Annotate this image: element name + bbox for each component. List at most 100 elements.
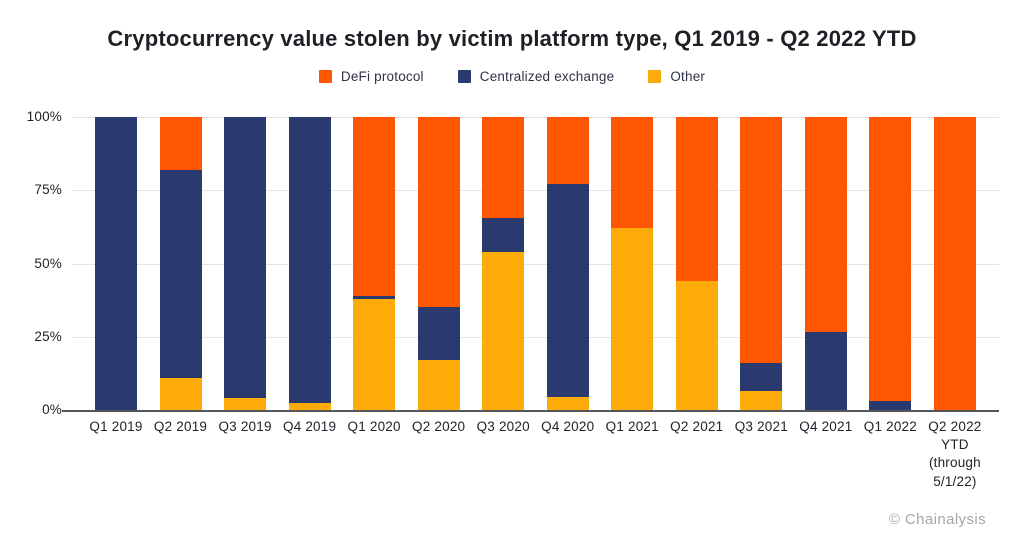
bar-q4-2021 bbox=[804, 117, 847, 410]
x-slot: Q2 2020 bbox=[412, 418, 465, 434]
bar-segment-defi-protocol bbox=[546, 117, 589, 185]
bar-segment-centralized-exchange bbox=[546, 184, 589, 397]
gridline-50 bbox=[72, 263, 999, 265]
gridline-25 bbox=[72, 336, 999, 338]
gridline-100 bbox=[72, 117, 999, 118]
x-slot: Q1 2021 bbox=[606, 418, 659, 434]
x-slot: Q4 2021 bbox=[799, 418, 852, 434]
x-tick-label: Q2 2022 YTD (through 5/1/22) bbox=[928, 419, 982, 489]
x-slot: Q2 2019 bbox=[154, 418, 207, 434]
legend-label: Other bbox=[670, 69, 706, 84]
x-axis-baseline bbox=[62, 410, 999, 412]
bar-segment-defi-protocol bbox=[482, 117, 525, 219]
bar-segment-other bbox=[288, 402, 331, 410]
legend-item-defi-protocol: DeFi protocol bbox=[318, 69, 424, 84]
x-tick-label: Q2 2020 bbox=[412, 419, 466, 434]
bar-segment-centralized-exchange bbox=[288, 117, 331, 403]
bar-segment-centralized-exchange bbox=[95, 117, 137, 410]
bar-segment-centralized-exchange bbox=[740, 363, 783, 391]
bars-row bbox=[72, 117, 999, 410]
x-tick-label: Q1 2020 bbox=[347, 419, 401, 434]
x-tick-label: Q4 2020 bbox=[541, 419, 595, 434]
legend-swatch-icon bbox=[648, 70, 662, 83]
bar-q2-2020 bbox=[417, 117, 460, 410]
y-axis: 100% 75% 50% 25% 0% bbox=[0, 109, 62, 417]
bar-segment-other bbox=[224, 398, 267, 410]
attribution-text: © Chainalysis bbox=[888, 511, 986, 528]
x-slot: Q1 2020 bbox=[348, 418, 401, 434]
legend-swatch-icon bbox=[318, 70, 332, 83]
bar-q4-2019 bbox=[288, 117, 331, 410]
legend-item-centralized-exchange: Centralized exchange bbox=[457, 69, 615, 84]
bar-segment-other bbox=[546, 396, 589, 410]
chart-title: Cryptocurrency value stolen by victim pl… bbox=[107, 26, 917, 51]
y-tick-label-100: 100% bbox=[26, 109, 62, 124]
legend-swatch-icon bbox=[457, 70, 471, 83]
y-tick-label-0: 0% bbox=[42, 402, 62, 417]
bar-q2-2021 bbox=[675, 117, 718, 410]
x-slot: Q3 2021 bbox=[735, 418, 788, 434]
bar-q2-2022-ytd-through-5-1-22 bbox=[933, 117, 976, 410]
x-slot: Q4 2019 bbox=[283, 418, 336, 434]
x-slot: Q3 2020 bbox=[477, 418, 530, 434]
bar-segment-defi-protocol bbox=[611, 117, 654, 229]
x-tick-label: Q1 2019 bbox=[89, 419, 143, 434]
bar-segment-centralized-exchange bbox=[482, 218, 525, 252]
x-slot: Q2 2021 bbox=[670, 418, 723, 434]
x-slot: Q4 2020 bbox=[541, 418, 594, 434]
bar-segment-other bbox=[675, 281, 718, 410]
bar-segment-other bbox=[611, 228, 654, 410]
x-slot: Q1 2019 bbox=[89, 418, 142, 434]
bar-segment-other bbox=[482, 251, 525, 410]
legend-item-other: Other bbox=[648, 69, 705, 84]
y-tick-label-50: 50% bbox=[34, 255, 62, 271]
bar-segment-centralized-exchange bbox=[353, 295, 396, 299]
bar-q4-2020 bbox=[546, 117, 589, 410]
x-slot: Q3 2019 bbox=[218, 418, 271, 434]
x-axis: Q1 2019 Q2 2019 Q3 2019 Q4 2019 Q1 2020 Q2 20… bbox=[72, 418, 999, 489]
bar-segment-other bbox=[159, 377, 202, 410]
plot-area bbox=[62, 117, 999, 412]
bar-q3-2021 bbox=[740, 117, 783, 410]
bar-segment-other bbox=[740, 390, 783, 410]
x-tick-label: Q3 2019 bbox=[218, 419, 272, 434]
bar-q1-2020 bbox=[353, 117, 396, 410]
bar-segment-centralized-exchange bbox=[869, 401, 912, 410]
bar-q1-2019 bbox=[95, 117, 137, 410]
x-tick-label: Q2 2021 bbox=[670, 419, 724, 434]
y-tick-label-75: 75% bbox=[34, 182, 62, 198]
bar-segment-defi-protocol bbox=[353, 117, 396, 296]
legend-label: DeFi protocol bbox=[340, 69, 424, 84]
bar-segment-defi-protocol bbox=[159, 117, 202, 170]
x-slot: Q1 2022 bbox=[864, 418, 917, 434]
x-tick-label: Q1 2022 bbox=[863, 419, 917, 434]
bar-segment-defi-protocol bbox=[417, 117, 460, 308]
bar-segment-defi-protocol bbox=[869, 117, 912, 402]
bar-q1-2022 bbox=[869, 117, 912, 410]
x-tick-label: Q1 2021 bbox=[605, 419, 659, 434]
bar-segment-defi-protocol bbox=[804, 117, 847, 333]
legend: DeFi protocol Centralized exchange Other bbox=[0, 69, 1024, 84]
bar-q3-2019 bbox=[224, 117, 267, 410]
bar-segment-centralized-exchange bbox=[159, 169, 202, 378]
bar-segment-other bbox=[417, 360, 460, 410]
bar-segment-other bbox=[353, 298, 396, 410]
bar-q1-2021 bbox=[611, 117, 654, 410]
bar-segment-defi-protocol bbox=[675, 117, 718, 282]
bar-segment-defi-protocol bbox=[740, 117, 783, 364]
x-tick-label: Q2 2019 bbox=[153, 419, 208, 434]
x-tick-label: Q4 2021 bbox=[799, 419, 853, 434]
bar-q3-2020 bbox=[482, 117, 525, 410]
bar-segment-centralized-exchange bbox=[417, 307, 460, 361]
gridline-75 bbox=[72, 190, 999, 192]
bar-segment-defi-protocol bbox=[933, 117, 976, 410]
y-tick-label-25: 25% bbox=[34, 328, 62, 344]
x-tick-label: Q3 2021 bbox=[734, 419, 788, 434]
x-tick-label: Q3 2020 bbox=[476, 419, 530, 434]
x-tick-label: Q4 2019 bbox=[282, 419, 337, 434]
bar-q2-2019 bbox=[159, 117, 202, 410]
bar-segment-centralized-exchange bbox=[804, 332, 847, 410]
x-slot: Q2 2022 YTD (through 5/1/22) bbox=[928, 418, 981, 489]
legend-label: Centralized exchange bbox=[479, 69, 615, 84]
